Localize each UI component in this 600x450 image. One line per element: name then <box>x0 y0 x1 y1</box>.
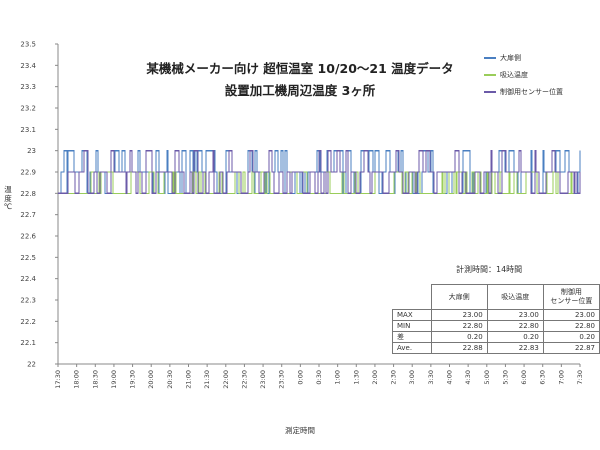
y-tick-label: 22.9 <box>20 169 36 177</box>
x-tick-label: 3:30 <box>427 370 435 385</box>
legend-item-intake: 吸込温度 <box>484 66 596 83</box>
x-tick-label: 5:30 <box>501 370 509 385</box>
stats-header-row: 大扉側 吸込温度 制御用 センサー位置 <box>392 284 600 310</box>
legend-item-door-side: 大扉側 <box>484 49 596 66</box>
x-tick-label: 7:30 <box>576 370 584 385</box>
legend-label-intake: 吸込温度 <box>500 70 528 79</box>
stats-row-label: MAX <box>392 309 432 321</box>
y-tick-label: 22 <box>27 361 36 369</box>
x-tick-label: 5:00 <box>483 370 491 385</box>
x-tick-label: 0:30 <box>315 370 323 385</box>
x-tick-label: 4:00 <box>446 370 454 385</box>
x-tick-label: 23:30 <box>278 370 286 389</box>
stats-cell: 22.80 <box>542 320 600 332</box>
legend-swatch-control-sensor <box>484 90 496 93</box>
y-axis-label: 温度 ℃ <box>3 185 13 212</box>
x-tick-label: 3:00 <box>408 370 416 385</box>
stats-col-label: 制御用 センサー位置 <box>550 288 593 305</box>
x-tick-label: 22:30 <box>240 370 248 389</box>
stats-col-header: 大扉側 <box>430 284 488 310</box>
stats-cell: 22.87 <box>542 342 600 354</box>
y-tick-label: 22.2 <box>20 318 36 326</box>
y-tick-label: 22.6 <box>20 233 36 241</box>
y-axis-label-char: ℃ <box>3 202 13 211</box>
measurement-duration-note: 計測時間：14時間 <box>456 265 523 274</box>
y-axis-label-char: 度 <box>4 193 12 203</box>
x-tick-label: 18:30 <box>91 370 99 389</box>
stats-table: 大扉側 吸込温度 制御用 センサー位置 MAX 23.00 23.00 23.0… <box>392 284 600 354</box>
stats-cell: 23.00 <box>486 309 544 321</box>
legend-label-control-sensor: 制御用センサー位置 <box>500 87 563 96</box>
x-tick-label: 1:30 <box>352 370 360 385</box>
stats-cell: 23.00 <box>430 309 488 321</box>
y-tick-label: 22.8 <box>20 190 36 198</box>
x-tick-label: 20:00 <box>147 370 155 389</box>
stats-col-label: 吸込温度 <box>501 292 530 301</box>
x-tick-label: 6:00 <box>520 370 528 385</box>
stats-cell: 22.83 <box>486 342 544 354</box>
x-tick-label: 20:30 <box>166 370 174 389</box>
stats-cell: 22.80 <box>430 320 488 332</box>
x-tick-label: 21:30 <box>203 370 211 389</box>
stats-row-max: MAX 23.00 23.00 23.00 <box>392 309 600 321</box>
stats-row-min: MIN 22.80 22.80 22.80 <box>392 320 600 332</box>
x-axis-label: 測定時間 <box>285 426 315 435</box>
y-tick-label: 23.4 <box>20 62 36 70</box>
stats-cell: 22.88 <box>430 342 488 354</box>
chart-title: 某機械メーカー向け 超恒温室 10/20～21 温度データ <box>146 61 454 76</box>
x-tick-label: 23:00 <box>259 370 267 389</box>
x-tick-label: 4:30 <box>464 370 472 385</box>
x-tick-label: 7:00 <box>557 370 565 385</box>
stats-col-label: 大扉側 <box>448 292 470 301</box>
stats-cell: 0.20 <box>542 331 600 343</box>
x-tick-label: 2:30 <box>390 370 398 385</box>
y-tick-label: 22.5 <box>20 254 36 262</box>
series-line-2 <box>58 150 581 194</box>
stats-row-diff: 差 0.20 0.20 0.20 <box>392 331 600 343</box>
legend-label-door-side: 大扉側 <box>500 53 521 62</box>
x-tick-label: 22:00 <box>222 370 230 389</box>
legend-item-control-sensor: 制御用センサー位置 <box>484 83 596 100</box>
stats-cell: 0.20 <box>430 331 488 343</box>
y-tick-label: 23.1 <box>20 126 36 134</box>
legend-swatch-door-side <box>484 56 496 59</box>
y-tick-label: 22.1 <box>20 339 36 347</box>
x-tick-label: 19:30 <box>129 370 137 389</box>
y-tick-label: 23 <box>27 147 36 155</box>
series-line-1 <box>58 171 580 194</box>
y-tick-label: 23.2 <box>20 105 36 113</box>
stats-row-label: 差 <box>392 331 432 343</box>
x-tick-label: 18:00 <box>73 370 81 389</box>
chart-legend: 大扉側 吸込温度 制御用センサー位置 <box>484 49 596 100</box>
x-tick-label: 1:00 <box>334 370 342 385</box>
stats-corner-cell <box>392 284 432 310</box>
stats-cell: 22.80 <box>486 320 544 332</box>
y-tick-label: 22.3 <box>20 297 36 305</box>
x-tick-label: 6:30 <box>539 370 547 385</box>
y-axis-label-char: 温 <box>4 185 12 194</box>
stats-row-average: Ave. 22.88 22.83 22.87 <box>392 342 600 354</box>
stats-col-header: 吸込温度 <box>486 284 544 310</box>
y-tick-label: 23.3 <box>20 83 36 91</box>
x-tick-label: 0:00 <box>296 370 304 385</box>
x-tick-label: 17:30 <box>54 370 62 389</box>
stats-row-label: Ave. <box>392 342 432 354</box>
stats-cell: 0.20 <box>486 331 544 343</box>
stats-col-header: 制御用 センサー位置 <box>542 284 600 310</box>
x-tick-label: 19:00 <box>110 370 118 389</box>
y-tick-label: 23.5 <box>20 41 36 49</box>
legend-swatch-intake <box>484 73 496 76</box>
stats-cell: 23.00 <box>542 309 600 321</box>
y-tick-label: 22.7 <box>20 211 36 219</box>
x-tick-label: 21:00 <box>185 370 193 389</box>
x-tick-label: 2:00 <box>371 370 379 385</box>
chart-subtitle: 設置加工機周辺温度 3ヶ所 <box>224 83 376 98</box>
y-tick-label: 22.4 <box>20 275 36 283</box>
stats-row-label: MIN <box>392 320 432 332</box>
